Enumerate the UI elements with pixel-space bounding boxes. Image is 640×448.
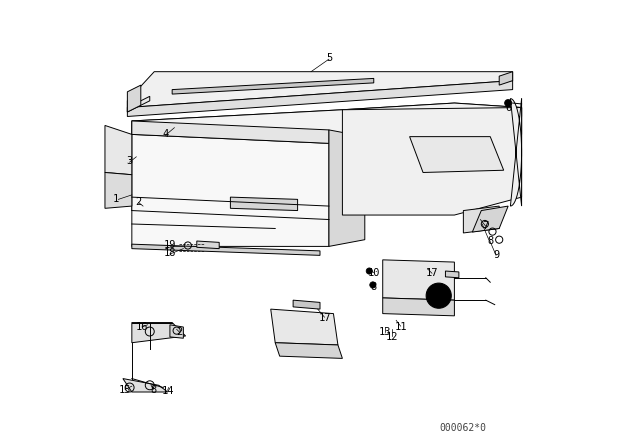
Polygon shape (383, 298, 454, 316)
Polygon shape (132, 323, 186, 343)
Text: 19: 19 (164, 240, 176, 250)
Polygon shape (271, 309, 338, 345)
Text: 13: 13 (379, 327, 391, 336)
Text: 17: 17 (426, 268, 438, 278)
Text: 11: 11 (394, 322, 407, 332)
Text: 4: 4 (163, 129, 168, 139)
Polygon shape (132, 134, 329, 246)
Polygon shape (342, 108, 522, 215)
Text: 15: 15 (119, 385, 131, 395)
Polygon shape (172, 78, 374, 94)
Polygon shape (230, 197, 298, 211)
Polygon shape (127, 81, 513, 116)
Polygon shape (329, 130, 365, 246)
Text: 18: 18 (164, 248, 176, 258)
Polygon shape (410, 137, 504, 172)
Polygon shape (132, 103, 522, 148)
Polygon shape (123, 379, 168, 392)
Text: 17: 17 (318, 313, 331, 323)
Polygon shape (499, 72, 513, 85)
Polygon shape (127, 96, 150, 112)
Text: 14: 14 (161, 386, 174, 396)
Polygon shape (275, 343, 342, 358)
Polygon shape (132, 121, 329, 143)
Text: 8: 8 (371, 282, 377, 292)
Text: 9: 9 (493, 250, 499, 260)
Polygon shape (132, 134, 154, 211)
Text: 12: 12 (385, 332, 398, 342)
Polygon shape (472, 206, 508, 232)
Text: 8: 8 (150, 385, 156, 395)
Text: 8: 8 (487, 236, 493, 246)
Text: 5: 5 (326, 53, 332, 63)
Circle shape (504, 99, 512, 107)
Circle shape (366, 268, 372, 274)
Polygon shape (132, 244, 320, 255)
Text: 3: 3 (127, 156, 132, 166)
Circle shape (426, 283, 451, 308)
Circle shape (370, 282, 376, 288)
Polygon shape (170, 325, 184, 338)
Polygon shape (445, 271, 459, 278)
Text: 6: 6 (505, 103, 511, 112)
Polygon shape (511, 99, 522, 206)
Polygon shape (127, 85, 141, 112)
Polygon shape (383, 260, 454, 300)
Text: 10: 10 (367, 268, 380, 278)
Polygon shape (132, 103, 522, 157)
Polygon shape (197, 241, 220, 249)
Polygon shape (105, 172, 132, 208)
Polygon shape (293, 300, 320, 309)
Text: 000062*0: 000062*0 (440, 423, 487, 433)
Text: 7: 7 (483, 221, 489, 231)
Polygon shape (127, 72, 513, 108)
Polygon shape (463, 206, 499, 233)
Text: 16: 16 (136, 322, 148, 332)
Text: 2: 2 (176, 327, 182, 336)
Text: 1: 1 (113, 194, 119, 204)
Polygon shape (105, 125, 132, 175)
Text: 2: 2 (136, 197, 141, 207)
